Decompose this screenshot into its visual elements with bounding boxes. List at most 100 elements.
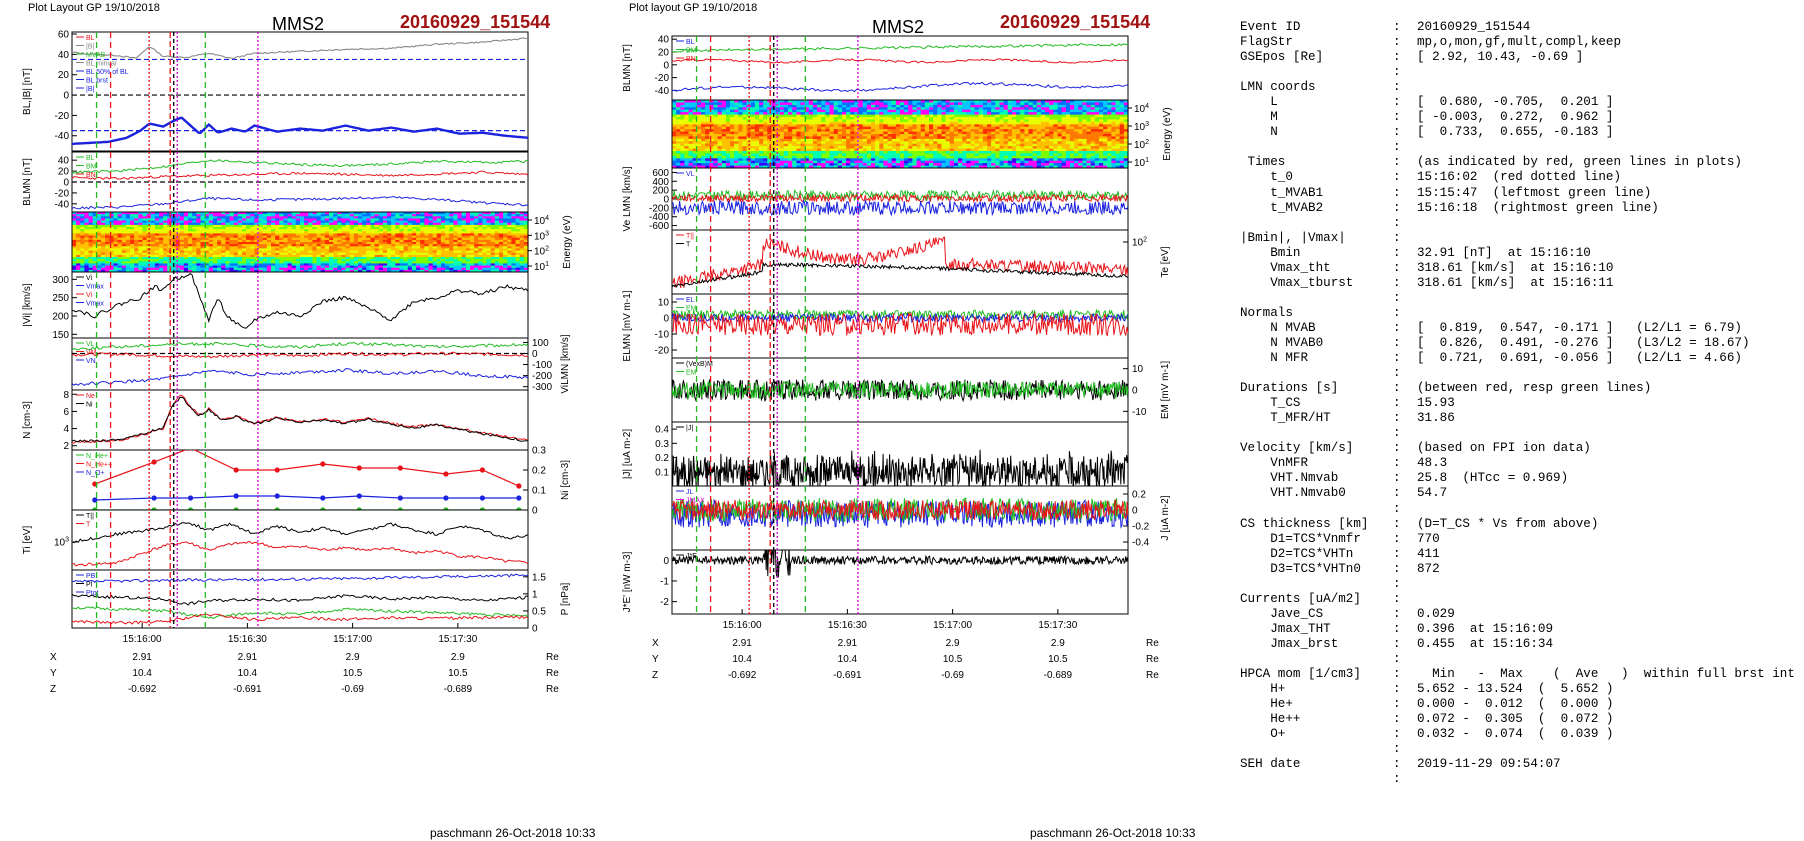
y-axis-label: Energy (eV): [562, 215, 573, 268]
tick-label: 250: [52, 293, 69, 304]
y-axis-label: |Vi| [km/s]: [22, 283, 33, 327]
coord-value: 10.5: [343, 668, 363, 679]
tick-label: -40: [55, 131, 70, 142]
legend-label: BN: [686, 56, 696, 63]
x-tick-label: 15:17:00: [333, 634, 372, 645]
panel-ViLMN: 1000-100-200-300 ViLMN [km/s] VL VMVN: [72, 334, 571, 393]
coord-unit: Re: [546, 668, 559, 679]
tick-label: 2: [63, 441, 69, 452]
data-point: [398, 465, 403, 470]
data-point: [320, 461, 325, 466]
tick-label: -300: [532, 382, 552, 393]
right-chart: -40-2002040BLMN [nT]BLBMBN104103102101 En…: [600, 0, 1220, 800]
legend-label: N_O+: [86, 470, 104, 477]
legend-label: VN: [86, 358, 96, 365]
panel-frame: [672, 36, 1128, 100]
coord-value: 10.4: [132, 668, 152, 679]
coord-value: -0.689: [444, 684, 473, 695]
tick-label: 8: [63, 390, 69, 401]
tick-label: -20: [55, 188, 70, 199]
legend-label: T||: [86, 513, 94, 520]
tick-label: 0.5: [532, 606, 546, 617]
tick-label: 0: [63, 91, 69, 102]
data-point: [516, 495, 521, 500]
panel-frame: [72, 450, 528, 510]
panel-Ti: 103Ti [eV]T||T: [22, 510, 528, 570]
left-footer: paschmann 26-Oct-2018 10:33: [430, 826, 595, 840]
coord-value: 2.9: [451, 652, 465, 663]
y-axis-label: BLMN [nT]: [622, 44, 633, 92]
data-point: [151, 495, 156, 500]
tick-label: 1.5: [532, 572, 546, 583]
x-tick-label: 15:16:00: [123, 634, 162, 645]
y-axis-label: ViLMN [km/s]: [560, 334, 571, 393]
legend-label: |B|: [86, 44, 94, 51]
legend-label: N_He++: [86, 462, 112, 469]
tick-label: 0: [532, 506, 538, 517]
tick-label: 60: [58, 30, 70, 41]
tick-label: 150: [52, 330, 69, 341]
tick-label: 103: [54, 537, 69, 549]
panel-BLMN: -40-2002040BLMN [nT]BLBMBN: [622, 35, 1128, 100]
panel-frame: [72, 390, 528, 450]
tick-label: 300: [52, 275, 69, 286]
tick-label: -20: [655, 73, 670, 84]
coord-value: 10.4: [238, 668, 258, 679]
coord-value: 2.9: [346, 652, 360, 663]
spectrogram: [72, 212, 529, 273]
tick-label: 0: [532, 349, 538, 360]
legend-label: VM: [86, 350, 97, 357]
panel-Vi: 150200250300|Vi| [km/s]ViVmaxViVmax: [22, 272, 528, 341]
tick-label: 100: [532, 338, 549, 349]
legend-label: Vmax: [86, 284, 104, 291]
tick-label: 20: [58, 167, 70, 178]
x-tick-label: 15:17:30: [438, 634, 477, 645]
left-chart: -40-200204060BL,|B| [nT]BL|B|MVABBL minv…: [0, 0, 600, 800]
legend-label: BL minvar: [86, 61, 118, 68]
legend-label: BL: [86, 35, 95, 42]
panel-P: 00.511.5P [nPa]PBPIPtot: [72, 570, 571, 635]
data-point: [92, 497, 97, 502]
tick-label: 101: [534, 261, 549, 273]
tick-label: 102: [534, 246, 549, 258]
legend-label: BL: [686, 39, 695, 46]
legend-label: BL 50% of BL: [86, 69, 129, 76]
y-axis-label: P [nPa]: [560, 582, 571, 615]
tick-label: 40: [58, 50, 70, 61]
tick-label: 4: [63, 424, 69, 435]
coords-table: X 2.91 2.91 2.9 2.9 ReY 10.4 10.4 10.5 10.5 ReZ -0.…: [50, 652, 559, 695]
tick-label: -40: [55, 199, 70, 210]
coord-label: Y: [50, 668, 57, 679]
spectrogram: [672, 100, 1129, 169]
tick-label: -200: [532, 371, 552, 382]
data-point: [275, 467, 280, 472]
data-point: [234, 467, 239, 472]
coord-value: 2.91: [132, 652, 152, 663]
tick-label: -100: [532, 360, 552, 371]
legend-label: Vmax: [86, 301, 104, 308]
coord-label: Z: [50, 684, 56, 695]
panel-frame: [72, 272, 528, 338]
data-point: [275, 493, 280, 498]
y-axis-label: BLMN [nT]: [22, 158, 33, 206]
legend-label: Vi: [86, 292, 93, 299]
legend-label: VL: [86, 341, 95, 348]
y-axis-label: BL,|B| [nT]: [22, 68, 33, 115]
legend-label: BM: [686, 48, 697, 55]
data-point: [480, 495, 485, 500]
data-point: [398, 495, 403, 500]
data-point: [357, 493, 362, 498]
legend-label: PI: [86, 582, 93, 589]
y-axis-label: N [cm-3]: [22, 401, 33, 439]
panel-BLMN: -40-2002040BLMN [nT]BLBMBN: [22, 152, 528, 212]
tick-label: 20: [58, 70, 70, 81]
legend-label: Ni: [86, 402, 93, 409]
data-point: [151, 459, 156, 464]
tick-label: 1: [532, 589, 538, 600]
y-axis-label: Ti [eV]: [22, 526, 33, 555]
tick-label: 0: [532, 624, 538, 635]
panel-frame: [72, 510, 528, 570]
legend-label: BM: [86, 164, 97, 171]
data-point: [357, 465, 362, 470]
y-axis-label: Ni [cm-3]: [560, 460, 571, 500]
